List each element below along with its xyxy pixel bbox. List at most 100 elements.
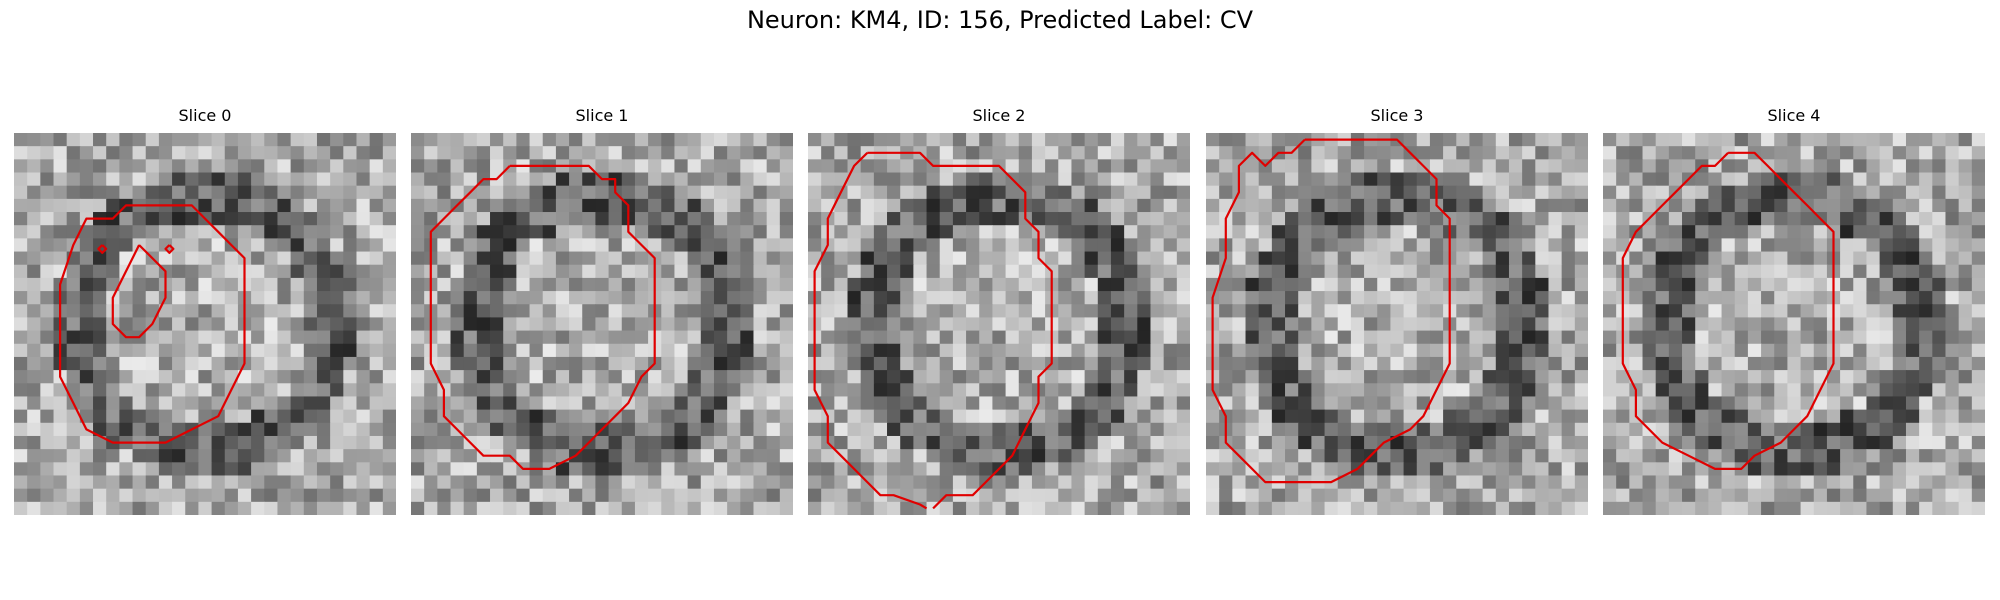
pixel bbox=[887, 304, 901, 319]
pixel bbox=[185, 172, 200, 187]
pixel bbox=[1905, 435, 1920, 450]
pixel bbox=[119, 488, 134, 503]
pixel bbox=[1826, 501, 1841, 515]
pixel bbox=[1616, 501, 1630, 515]
pixel bbox=[634, 159, 649, 174]
pixel bbox=[1285, 238, 1299, 253]
pixel bbox=[1150, 304, 1165, 319]
pixel bbox=[290, 251, 305, 266]
pixel bbox=[1708, 422, 1723, 437]
pixel bbox=[1163, 317, 1178, 332]
pixel bbox=[1826, 462, 1841, 477]
pixel bbox=[1932, 277, 1947, 292]
pixel bbox=[1031, 277, 1046, 292]
pixel bbox=[1429, 264, 1444, 279]
pixel bbox=[621, 133, 636, 147]
pixel bbox=[1892, 225, 1907, 239]
pixel bbox=[369, 198, 384, 213]
pixel bbox=[608, 291, 623, 305]
pixel bbox=[1110, 198, 1125, 213]
pixel bbox=[1535, 264, 1550, 279]
pixel bbox=[1206, 185, 1220, 200]
pixel bbox=[1137, 172, 1152, 187]
pixel bbox=[1548, 475, 1563, 490]
pixel bbox=[808, 225, 822, 239]
pixel bbox=[727, 422, 741, 437]
pixel bbox=[343, 198, 358, 213]
pixel bbox=[992, 251, 1007, 266]
pixel bbox=[516, 317, 531, 332]
pixel bbox=[1695, 330, 1709, 345]
pixel bbox=[1084, 133, 1099, 147]
pixel bbox=[1416, 462, 1431, 477]
pixel bbox=[1110, 277, 1125, 292]
pixel bbox=[847, 383, 862, 398]
pixel bbox=[66, 198, 81, 213]
pixel bbox=[555, 304, 570, 319]
pixel bbox=[1337, 501, 1352, 515]
pixel bbox=[926, 238, 941, 253]
pixel bbox=[1232, 475, 1247, 490]
pixel bbox=[1508, 238, 1523, 253]
pixel bbox=[1561, 264, 1576, 279]
pixel bbox=[1747, 159, 1762, 174]
pixel bbox=[727, 462, 741, 477]
pixel bbox=[569, 304, 583, 319]
pixel bbox=[1390, 159, 1405, 174]
pixel bbox=[1311, 501, 1326, 515]
pixel bbox=[369, 146, 384, 160]
pixel bbox=[1298, 159, 1312, 174]
segmentation-contour bbox=[867, 151, 1053, 510]
pixel bbox=[1350, 409, 1365, 424]
pixel bbox=[900, 251, 914, 266]
pixel bbox=[93, 172, 107, 187]
pixel bbox=[424, 172, 438, 187]
pixel bbox=[1176, 225, 1190, 239]
pixel bbox=[79, 172, 94, 187]
pixel bbox=[1258, 383, 1273, 398]
pixel bbox=[1971, 277, 1985, 292]
pixel bbox=[1879, 435, 1894, 450]
pixel bbox=[1469, 251, 1484, 266]
pixel bbox=[1324, 409, 1339, 424]
pixel bbox=[582, 317, 597, 332]
pixel bbox=[1403, 264, 1418, 279]
pixel bbox=[53, 488, 68, 503]
pixel bbox=[290, 198, 305, 213]
pixel bbox=[1364, 146, 1378, 160]
pixel bbox=[1761, 343, 1775, 358]
pixel bbox=[1219, 356, 1233, 371]
pixel bbox=[277, 212, 292, 226]
pixel bbox=[277, 317, 292, 332]
pixel bbox=[1561, 317, 1576, 332]
slice-title: Slice 1 bbox=[575, 106, 629, 125]
pixel bbox=[1840, 172, 1854, 187]
pixel bbox=[1403, 435, 1418, 450]
pixel bbox=[40, 185, 55, 200]
pixel bbox=[648, 198, 662, 213]
pixel bbox=[687, 172, 702, 187]
pixel bbox=[1124, 356, 1138, 371]
pixel bbox=[542, 146, 557, 160]
pixel bbox=[555, 330, 570, 345]
pixel bbox=[463, 370, 478, 384]
pixel bbox=[1031, 198, 1046, 213]
pixel bbox=[542, 396, 557, 411]
pixel bbox=[1945, 449, 1960, 463]
pixel bbox=[1469, 462, 1484, 477]
pixel bbox=[913, 409, 928, 424]
pixel bbox=[1150, 238, 1165, 253]
pixel bbox=[1311, 330, 1326, 345]
pixel bbox=[1163, 291, 1178, 305]
pixel bbox=[595, 383, 610, 398]
pixel bbox=[79, 475, 94, 490]
pixel bbox=[211, 185, 226, 200]
pixel bbox=[834, 264, 849, 279]
pixel bbox=[529, 251, 544, 266]
pixel bbox=[1031, 475, 1046, 490]
pixel bbox=[1232, 291, 1247, 305]
pixel bbox=[1364, 370, 1378, 384]
pixel bbox=[93, 238, 107, 253]
pixel bbox=[1708, 356, 1723, 371]
pixel bbox=[316, 501, 331, 515]
